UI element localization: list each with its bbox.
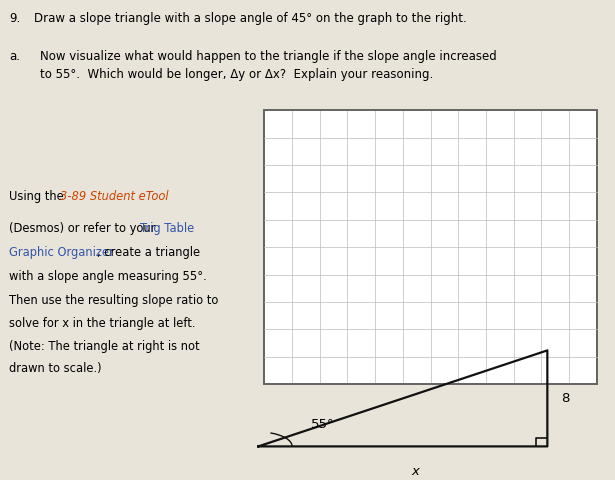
Text: Trig Table: Trig Table xyxy=(140,222,194,235)
Text: Now visualize what would happen to the triangle if the slope angle increased
to : Now visualize what would happen to the t… xyxy=(40,50,497,81)
Text: Graphic Organizer: Graphic Organizer xyxy=(9,246,114,259)
Text: 9.: 9. xyxy=(9,12,20,25)
Text: (Desmos) or refer to your: (Desmos) or refer to your xyxy=(9,222,159,235)
Text: solve for x in the triangle at left.: solve for x in the triangle at left. xyxy=(9,317,196,330)
Text: 3-89 Student eTool: 3-89 Student eTool xyxy=(60,190,169,203)
Text: x: x xyxy=(411,465,419,478)
Text: (Note: The triangle at right is not: (Note: The triangle at right is not xyxy=(9,340,200,353)
Text: Using the: Using the xyxy=(9,190,68,203)
Text: drawn to scale.): drawn to scale.) xyxy=(9,362,102,375)
Text: Draw a slope triangle with a slope angle of 45° on the graph to the right.: Draw a slope triangle with a slope angle… xyxy=(34,12,467,25)
Text: Then use the resulting slope ratio to: Then use the resulting slope ratio to xyxy=(9,294,218,307)
Text: with a slope angle measuring 55°.: with a slope angle measuring 55°. xyxy=(9,270,207,283)
Text: 8: 8 xyxy=(561,392,569,405)
Text: a.: a. xyxy=(9,50,20,63)
Bar xyxy=(264,110,597,384)
Text: 55°: 55° xyxy=(311,418,335,431)
Text: , create a triangle: , create a triangle xyxy=(97,246,200,259)
